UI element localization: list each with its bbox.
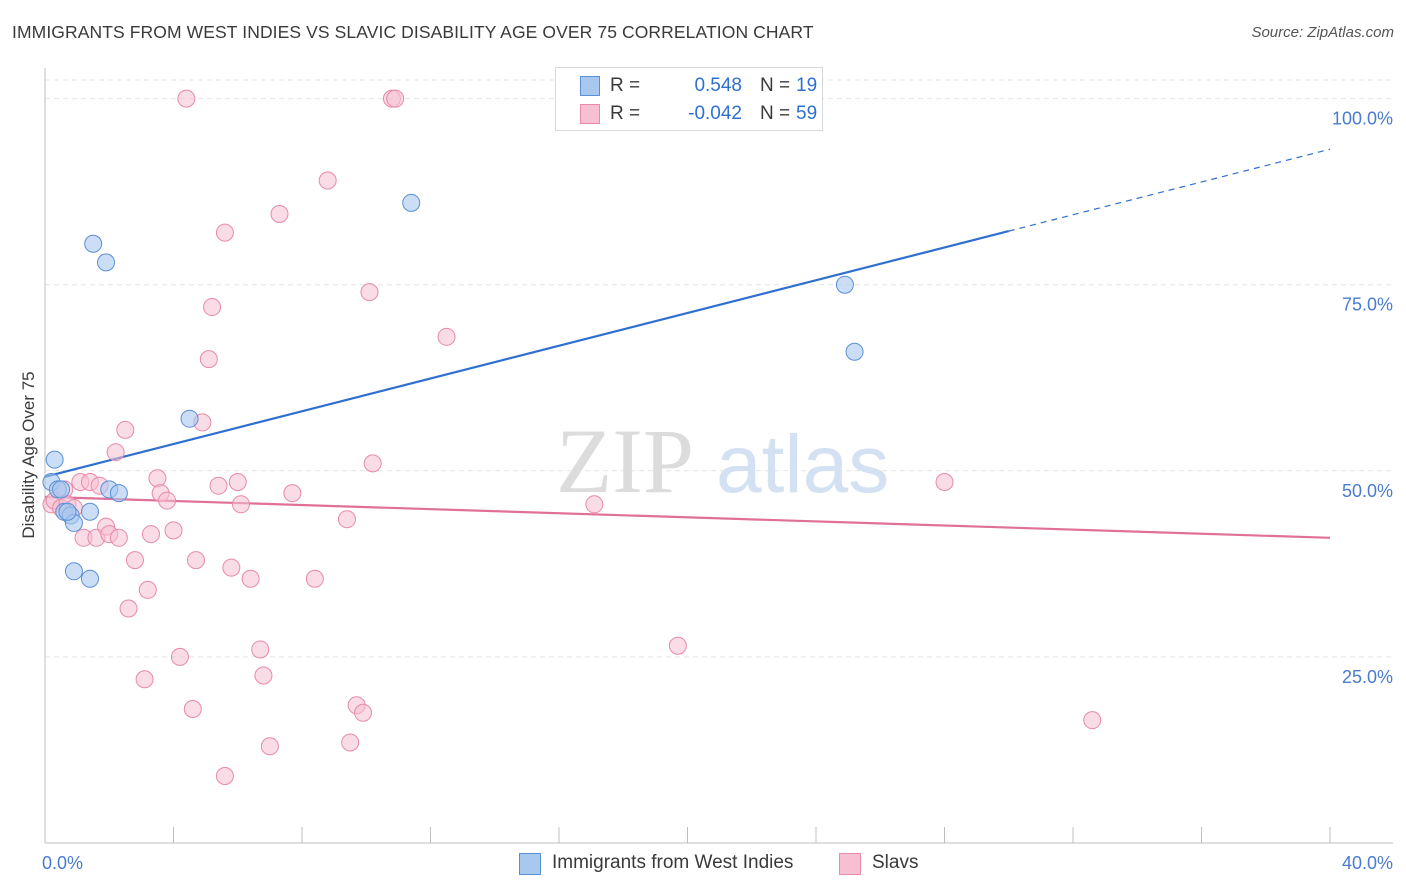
data-point-slavs — [354, 703, 373, 722]
data-point-slavs — [935, 472, 954, 491]
data-point-slavs — [231, 495, 250, 514]
data-point-slavs — [106, 443, 125, 462]
legend-n-label: N = — [760, 75, 791, 96]
watermark-atlas: atlas — [716, 419, 889, 510]
data-point-slavs — [260, 737, 279, 756]
data-point-slavs — [241, 569, 260, 588]
correlation-legend: R = 0.548 N = 19 R = -0.042 N = 59 — [555, 67, 823, 131]
chart-title: IMMIGRANTS FROM WEST INDIES VS SLAVIC DI… — [12, 22, 814, 42]
data-point-slavs — [228, 472, 247, 491]
trend-lines — [44, 148, 1331, 539]
data-point-slavs — [148, 469, 167, 488]
data-point-slavs — [135, 670, 154, 689]
trend-line-west-indies — [44, 230, 1010, 478]
data-points — [42, 89, 1102, 786]
data-point-slavs — [318, 171, 337, 190]
data-point-west-indies — [84, 234, 103, 253]
data-point-slavs — [360, 283, 379, 302]
data-point-slavs — [158, 491, 177, 510]
data-point-slavs — [138, 580, 157, 599]
data-point-west-indies — [180, 409, 199, 428]
data-point-slavs — [186, 551, 205, 570]
legend-r-value: -0.042 — [688, 103, 742, 124]
tick-labels: 25.0% 50.0% 75.0% 100.0% 0.0% 40.0% — [42, 109, 1393, 873]
data-point-west-indies — [58, 502, 77, 521]
gridlines — [45, 79, 1393, 658]
axes — [44, 68, 1393, 844]
data-point-slavs — [199, 350, 218, 369]
legend-n-value: 59 — [796, 103, 818, 124]
watermark-zip: ZIP — [556, 410, 694, 512]
data-point-west-indies — [109, 484, 128, 503]
data-point-west-indies — [80, 569, 99, 588]
y-tick-label: 50.0% — [1342, 481, 1393, 501]
data-point-west-indies — [97, 253, 116, 272]
y-tick-label: 75.0% — [1342, 295, 1393, 315]
legend-n-label: N = — [760, 103, 791, 124]
data-point-slavs — [251, 640, 270, 659]
data-point-slavs — [215, 223, 234, 242]
data-point-slavs — [305, 569, 324, 588]
data-point-slavs — [386, 89, 405, 108]
legend-r-label: R = — [610, 75, 641, 96]
data-point-slavs — [363, 454, 382, 473]
series-swatch-pink — [839, 853, 861, 875]
series-label: Immigrants from West Indies — [552, 852, 794, 873]
data-point-slavs — [668, 636, 687, 655]
data-point-slavs — [341, 733, 360, 752]
data-point-slavs — [183, 700, 202, 719]
data-point-west-indies — [845, 342, 864, 361]
data-point-slavs — [142, 525, 161, 544]
data-point-slavs — [1083, 711, 1102, 730]
y-tick-label: 25.0% — [1342, 667, 1393, 687]
legend-swatch-pink — [580, 104, 600, 124]
data-point-slavs — [203, 298, 222, 317]
data-point-slavs — [585, 495, 604, 514]
trend-line-west-indies-extension — [1008, 148, 1331, 232]
legend-r-label: R = — [610, 103, 641, 124]
data-point-slavs — [177, 89, 196, 108]
x-tick-label: 0.0% — [42, 853, 83, 873]
data-point-slavs — [125, 551, 144, 570]
source-label: Source: ZipAtlas.com — [1251, 24, 1394, 41]
data-point-slavs — [270, 204, 289, 223]
series-label: Slavs — [872, 852, 919, 873]
data-point-slavs — [437, 327, 456, 346]
data-point-slavs — [170, 647, 189, 666]
data-point-west-indies — [64, 562, 83, 581]
data-point-west-indies — [80, 502, 99, 521]
data-point-slavs — [254, 666, 273, 685]
watermark: ZIP atlas — [556, 410, 889, 512]
data-point-slavs — [109, 528, 128, 547]
data-point-west-indies — [402, 193, 421, 212]
trend-line-slavs — [44, 495, 1331, 539]
data-point-slavs — [283, 484, 302, 503]
data-point-west-indies — [45, 450, 64, 469]
y-tick-label: 100.0% — [1332, 109, 1393, 129]
data-point-slavs — [116, 420, 135, 439]
data-point-west-indies — [52, 480, 71, 499]
y-axis-title: Disability Age Over 75 — [19, 371, 38, 538]
data-point-slavs — [337, 510, 356, 529]
data-point-slavs — [164, 521, 183, 540]
legend-n-value: 19 — [796, 75, 818, 96]
x-tick-label: 40.0% — [1342, 853, 1393, 873]
series-swatch-blue — [519, 853, 541, 875]
data-point-slavs — [215, 767, 234, 786]
legend-swatch-blue — [580, 76, 600, 96]
data-point-slavs — [209, 476, 228, 495]
legend-r-value: 0.548 — [694, 75, 742, 96]
data-point-west-indies — [835, 275, 854, 294]
data-point-slavs — [222, 558, 241, 577]
data-point-slavs — [119, 599, 138, 618]
